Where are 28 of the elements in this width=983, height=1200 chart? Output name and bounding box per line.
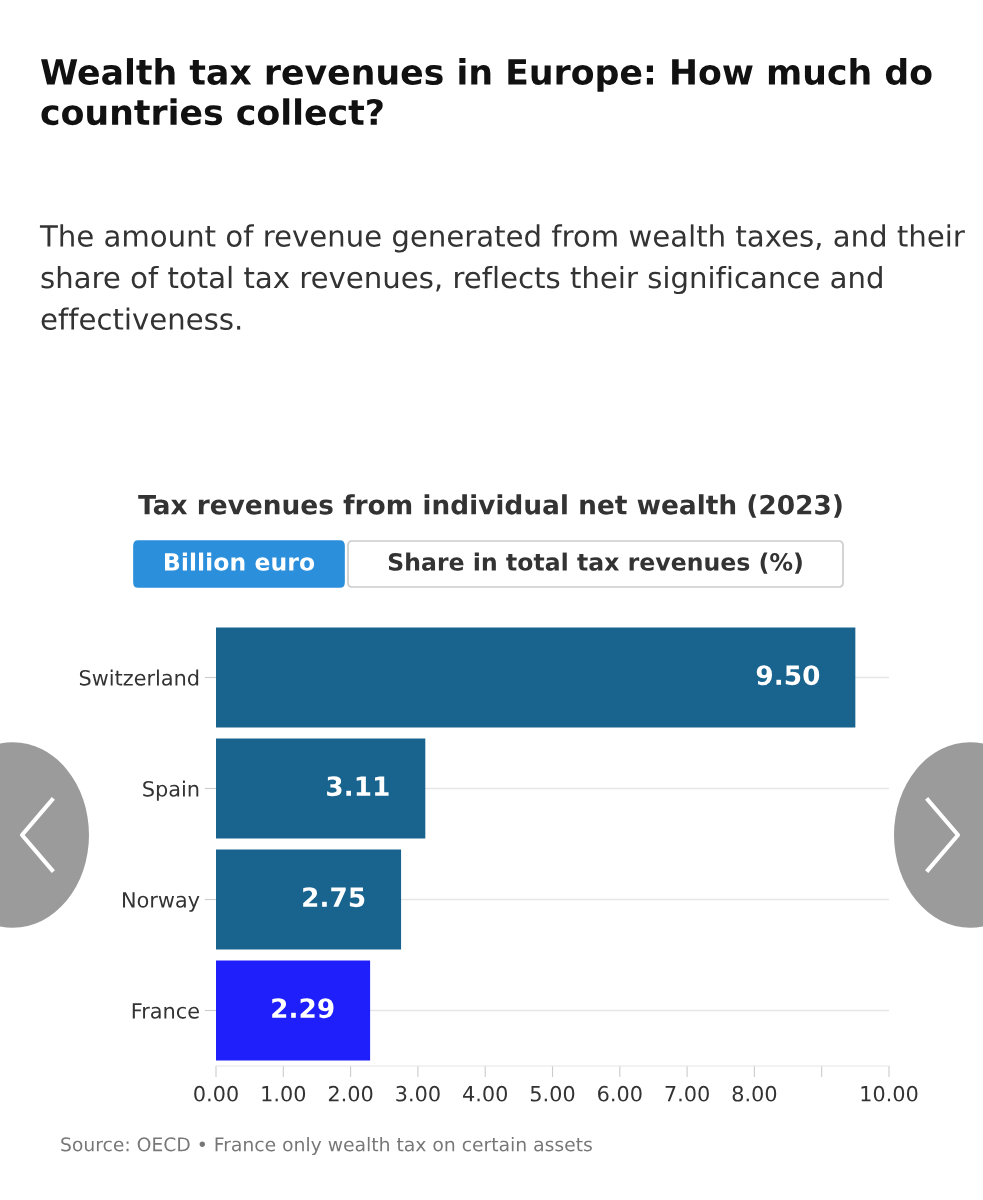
y-tick-label: Spain [143,780,199,801]
data-label: 2.75 [303,887,365,908]
x-tick-label: 4.00 [463,1085,508,1102]
x-tick-label: 0.00 [194,1085,238,1102]
text: Share in total tax revenues (%) [388,552,802,574]
x-tick-label: 5.00 [530,1085,575,1102]
x-tick-label: 8.00 [732,1085,777,1102]
x-tick-label: 6.00 [598,1085,642,1102]
x-tick-label: 10.00 [861,1085,918,1102]
y-tick-label: France [132,1003,199,1019]
x-axis-title: Tax revenues from individual net wealth (2023) [138,494,842,518]
text: Billion euro [165,552,315,571]
y-tick-label: Norway [123,892,200,912]
x-tick-label: 7.00 [665,1085,709,1102]
bar [216,960,371,1061]
bar [216,627,856,728]
x-tick-label: 3.00 [396,1085,440,1102]
x-tick-label: 2.00 [328,1085,373,1102]
source-note: Source: OECD • France only wealth tax on certain assets [61,1136,592,1156]
bar [216,849,402,950]
data-label: 3.11 [327,776,389,797]
data-label: 9.50 [756,665,820,686]
chart-subtitle: The amount of revenue generated from wealth taxes, and their share of total tax revenues, reflects their significance and effectiveness. [39,224,965,330]
y-tick-label: Switzerland [79,669,199,686]
chart-title: Wealth tax revenues in Europe: How much do countries collect? [41,58,932,126]
bar [216,738,426,839]
x-tick-label: 1.00 [262,1085,306,1102]
data-label: 2.29 [272,998,334,1019]
